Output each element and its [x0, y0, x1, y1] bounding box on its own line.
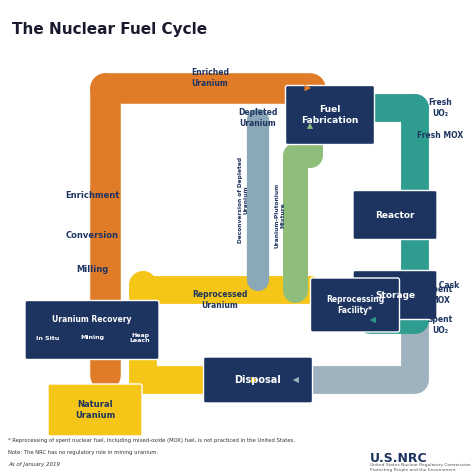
FancyBboxPatch shape: [25, 301, 159, 360]
Text: Reprocessed
Uranium: Reprocessed Uranium: [192, 290, 248, 310]
Text: * Reprocessing of spent nuclear fuel, including mixed-oxide (MOX) fuel, is not p: * Reprocessing of spent nuclear fuel, in…: [8, 438, 295, 443]
Text: Conversion: Conversion: [65, 230, 118, 239]
Text: Uranium Recovery: Uranium Recovery: [52, 315, 132, 324]
Text: U.S.NRC: U.S.NRC: [370, 452, 428, 465]
Text: Fresh MOX: Fresh MOX: [417, 131, 463, 140]
FancyBboxPatch shape: [48, 384, 142, 436]
Text: Spent
UO₂: Spent UO₂: [428, 315, 453, 335]
FancyBboxPatch shape: [353, 190, 437, 239]
Text: Enrichment: Enrichment: [65, 190, 119, 200]
Text: Deconversion of Depleted
Uranium: Deconversion of Depleted Uranium: [237, 157, 248, 243]
Text: Pool: Pool: [360, 284, 380, 293]
Text: Natural
Uranium: Natural Uranium: [75, 400, 115, 420]
Text: Reprocessing
Facility*: Reprocessing Facility*: [326, 295, 384, 315]
Text: Spent
MOX: Spent MOX: [428, 285, 453, 304]
Text: Heap
Leach: Heap Leach: [130, 332, 150, 343]
Text: Disposal: Disposal: [235, 375, 282, 385]
Text: Storage: Storage: [375, 291, 415, 300]
Text: As of January 2019: As of January 2019: [8, 462, 60, 467]
FancyBboxPatch shape: [310, 278, 400, 332]
Text: Fresh
UO₂: Fresh UO₂: [428, 98, 452, 118]
FancyBboxPatch shape: [203, 357, 312, 403]
Text: Reactor: Reactor: [375, 210, 415, 219]
Text: Note: The NRC has no regulatory role in mining uranium.: Note: The NRC has no regulatory role in …: [8, 450, 158, 455]
Text: The Nuclear Fuel Cycle: The Nuclear Fuel Cycle: [12, 22, 207, 37]
Text: In Situ: In Situ: [36, 335, 60, 341]
Text: Enriched
Uranium: Enriched Uranium: [191, 68, 229, 88]
Text: Depleted
Uranium: Depleted Uranium: [238, 108, 278, 128]
Text: Fuel
Fabrication: Fuel Fabrication: [301, 105, 359, 125]
Text: Milling: Milling: [76, 266, 108, 275]
FancyBboxPatch shape: [285, 86, 374, 144]
Text: Mining: Mining: [80, 335, 104, 341]
Text: Uranium-Plutonium
Mixture: Uranium-Plutonium Mixture: [274, 182, 285, 247]
Text: United States Nuclear Regulatory Commission
Protecting People and the Environmen: United States Nuclear Regulatory Commiss…: [370, 463, 471, 472]
FancyBboxPatch shape: [353, 270, 437, 320]
Text: Dry Cask: Dry Cask: [421, 281, 459, 289]
